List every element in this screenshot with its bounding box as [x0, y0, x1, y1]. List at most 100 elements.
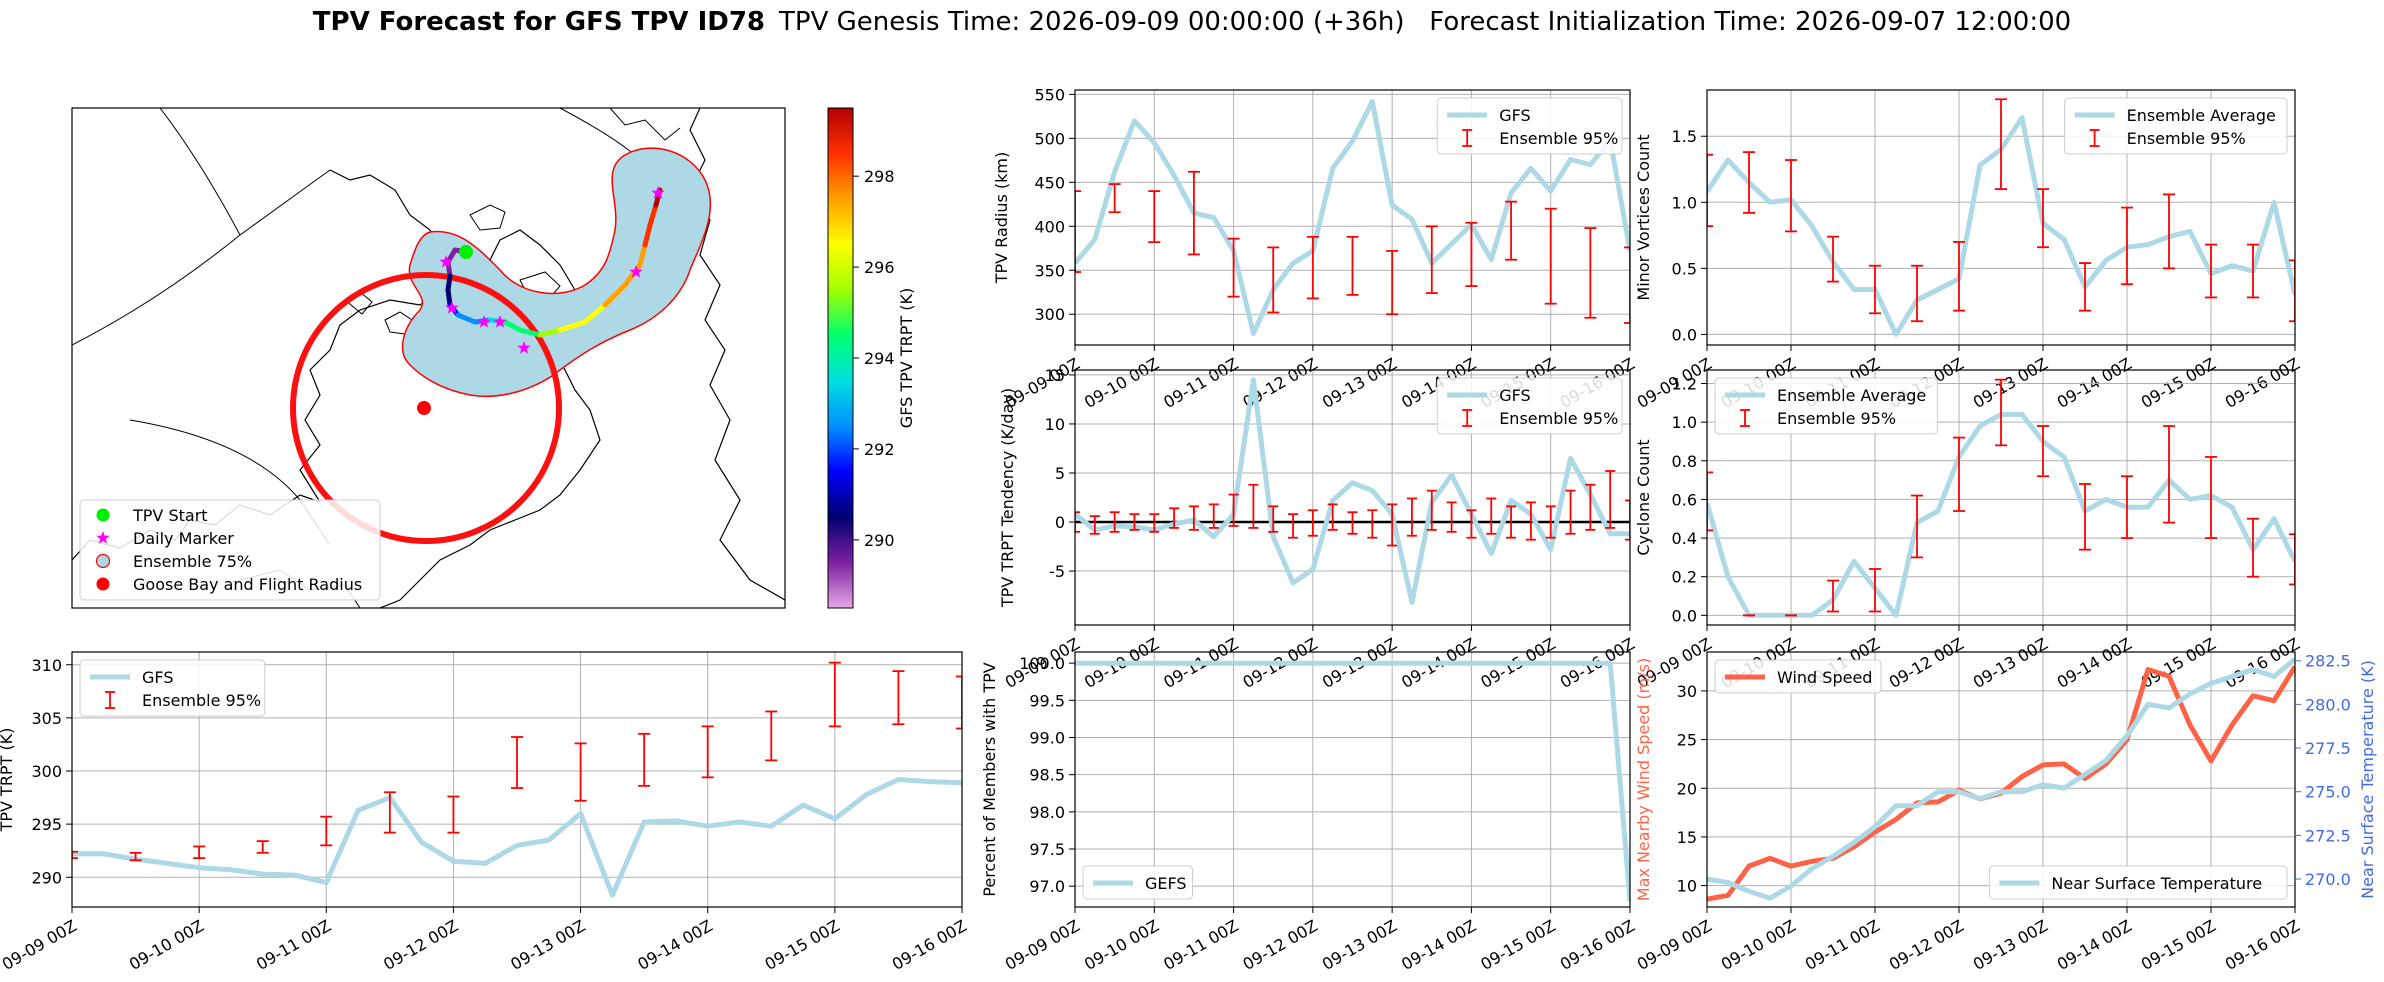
- legend-label: Goose Bay and Flight Radius: [133, 575, 362, 594]
- x-tick-label: 09-12 00Z: [1240, 916, 1321, 974]
- ensemble-error-bar: [956, 675, 962, 730]
- ensemble-error-bar: [1486, 497, 1497, 535]
- ensemble-error-bar: [1187, 170, 1200, 256]
- y-axis-label: TPV TRPT (K): [0, 728, 16, 833]
- y-tick-label: 99.0: [1029, 728, 1065, 747]
- x-tick-label: 09-16 00Z: [889, 916, 970, 974]
- series-line-near-surface-temperature: [1707, 657, 2295, 901]
- ensemble-error-bar: [2163, 425, 2175, 524]
- ensemble-error-bar: [1869, 264, 1881, 315]
- colorbar-tick-label: 296: [864, 258, 895, 277]
- y-tick-label: 450: [1034, 173, 1065, 192]
- ensemble-error-bar: [1625, 499, 1630, 541]
- legend-entry: Ensemble 95%: [1462, 129, 1618, 148]
- legend-marker: [95, 553, 111, 569]
- ensemble-error-bar: [1995, 98, 2007, 190]
- ensemble-error-bar: [1346, 235, 1359, 296]
- legend-entry: Ensemble Average: [1725, 386, 1926, 405]
- ensemble-error-bar: [193, 845, 206, 860]
- map-legend-entry: Daily Marker: [96, 529, 234, 548]
- x-tick-label: 09-11 00Z: [1160, 354, 1241, 412]
- ensemble-error-bar: [320, 815, 333, 847]
- ensemble-error-bar: [1386, 250, 1399, 316]
- legend-label: Ensemble 95%: [1499, 129, 1618, 148]
- x-tick-label: 09-13 00Z: [507, 916, 588, 974]
- legend: GEFS: [1082, 865, 1194, 900]
- figure-title-rest: TPV Genesis Time: 2026-09-09 00:00:00 (+…: [778, 7, 2071, 37]
- x-tick-label: 09-15 00Z: [2138, 916, 2219, 974]
- colorbar-tick-label: 292: [864, 440, 895, 459]
- ensemble-error-bar: [638, 732, 651, 787]
- x-tick-label: 09-12 00Z: [380, 916, 461, 974]
- y-right-tick-label: 270.0: [2305, 870, 2351, 889]
- y-tick-label: 99.5: [1029, 691, 1065, 710]
- y-tick-label: 0: [1055, 513, 1065, 532]
- ensemble-error-bar: [1869, 568, 1881, 613]
- ensemble-error-bar: [1149, 513, 1160, 533]
- ensemble-error-bar: [72, 850, 78, 860]
- colorbar-tick-label: 298: [864, 167, 895, 186]
- ensemble-error-bar: [1148, 190, 1161, 244]
- y-axis-label: Max Nearby Wind Speed (m/s): [1634, 658, 1653, 901]
- y-tick-label: 98.5: [1029, 766, 1065, 785]
- ensemble-error-bar: [1347, 511, 1358, 535]
- x-tick-label: 09-12 00Z: [1886, 634, 1967, 692]
- ensemble-error-bar: [383, 791, 396, 834]
- plot-content: [1075, 660, 1630, 902]
- map-boundary-line: [72, 169, 331, 346]
- series-line-gefs: [1075, 660, 1630, 902]
- legend-label: GFS: [1499, 386, 1530, 405]
- y-tick-label: 1.0: [1672, 413, 1697, 432]
- ensemble-error-bar: [1227, 237, 1240, 298]
- ensemble-error-bar: [1911, 494, 1923, 559]
- ensemble-error-bar: [1129, 513, 1140, 531]
- ensemble-error-bar: [1169, 507, 1180, 529]
- map-legend-entry: Goose Bay and Flight Radius: [96, 575, 362, 594]
- chart-panel-trpt: 290 295 300 305 310 TPV TRPT (K) 09-09 00Z 09-1…: [0, 651, 970, 974]
- series-line-gfs: [72, 777, 962, 898]
- y-tick-label: 97.5: [1029, 840, 1065, 859]
- ensemble-error-bar: [1544, 207, 1557, 305]
- legend-entry: Ensemble 95%: [105, 691, 261, 710]
- y-axis-label: Cyclone Count: [1634, 439, 1653, 555]
- y-tick-label: 310: [31, 656, 62, 675]
- daily-marker-star: [439, 255, 453, 268]
- daily-marker-star: [651, 186, 665, 199]
- y-tick-label: 97.0: [1029, 877, 1065, 896]
- ensemble-error-bar: [1387, 503, 1398, 547]
- legend-label: Ensemble Average: [2127, 106, 2276, 125]
- x-tick-label: 09-10 00Z: [1718, 916, 1799, 974]
- ensemble-error-bar: [2247, 243, 2259, 299]
- legend-entry: GEFS: [1093, 874, 1187, 893]
- ensemble-error-bar: [1584, 227, 1597, 319]
- figure-title-bold: TPV Forecast for GFS TPV ID78: [313, 7, 765, 37]
- ensemble-error-bar: [1506, 505, 1517, 539]
- ensemble-error-bar: [1995, 378, 2007, 447]
- axes-frame: [1074, 651, 1631, 908]
- legend-label: Wind Speed: [1777, 668, 1872, 687]
- ensemble-error-bar: [1585, 483, 1596, 531]
- y-tick-label: 0.8: [1672, 452, 1697, 471]
- map-content: [72, 108, 785, 608]
- legend: GFS Ensemble 95%: [79, 659, 266, 717]
- ensemble-error-bar: [1605, 470, 1616, 529]
- x-tick-label: 09-15 00Z: [1477, 916, 1558, 974]
- track-segment: [647, 202, 659, 228]
- ensemble-error-bar: [1707, 153, 1713, 227]
- x-tick-label: 09-16 00Z: [1557, 916, 1638, 974]
- axes-frame: [1706, 89, 2296, 346]
- ensemble-error-bar: [1288, 513, 1299, 539]
- series-line-gfs: [1075, 377, 1630, 605]
- y-right-tick-label: 280.0: [2305, 695, 2351, 714]
- map-coastline: [609, 108, 681, 141]
- legend-label: GFS: [142, 668, 173, 687]
- legend: Ensemble Average Ensemble 95%: [2064, 97, 2288, 155]
- axes-frame: [1706, 369, 2296, 626]
- legend-label: Ensemble 95%: [1499, 409, 1618, 428]
- x-tick-label: 09-16 00Z: [2222, 916, 2303, 974]
- y-tick-label: 0.2: [1672, 568, 1697, 587]
- series-line-wind-speed: [1707, 665, 2295, 902]
- y-tick-label: 350: [1034, 261, 1065, 280]
- track-segment: [445, 287, 453, 308]
- daily-marker-star: [493, 315, 507, 328]
